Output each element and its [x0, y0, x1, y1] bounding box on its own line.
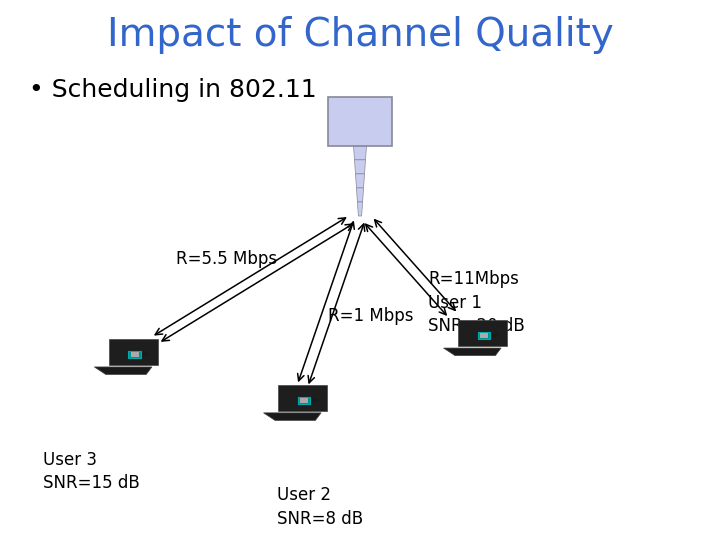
FancyBboxPatch shape: [130, 352, 139, 357]
FancyArrow shape: [492, 333, 499, 338]
FancyBboxPatch shape: [477, 332, 490, 339]
Polygon shape: [94, 367, 152, 375]
FancyBboxPatch shape: [128, 351, 141, 358]
FancyBboxPatch shape: [328, 97, 392, 146]
Text: R=11Mbps
User 1
SNR=20 dB: R=11Mbps User 1 SNR=20 dB: [428, 270, 525, 335]
Text: R=1 Mbps: R=1 Mbps: [328, 307, 413, 325]
FancyBboxPatch shape: [300, 398, 308, 403]
FancyBboxPatch shape: [297, 397, 310, 404]
Polygon shape: [458, 320, 507, 346]
Polygon shape: [354, 146, 366, 160]
Polygon shape: [356, 174, 364, 188]
Polygon shape: [109, 339, 158, 365]
FancyArrow shape: [312, 398, 319, 402]
Polygon shape: [278, 385, 327, 411]
Text: R=5.5 Mbps: R=5.5 Mbps: [176, 250, 277, 268]
Polygon shape: [356, 188, 364, 202]
Polygon shape: [444, 348, 501, 356]
Text: Impact of Channel Quality: Impact of Channel Quality: [107, 16, 613, 54]
Polygon shape: [264, 413, 321, 421]
FancyBboxPatch shape: [480, 333, 488, 338]
Text: User 3
SNR=15 dB: User 3 SNR=15 dB: [43, 451, 140, 492]
Text: User 2
SNR=8 dB: User 2 SNR=8 dB: [277, 486, 364, 528]
FancyArrow shape: [143, 352, 150, 356]
Text: • Scheduling in 802.11: • Scheduling in 802.11: [29, 78, 316, 102]
Polygon shape: [357, 202, 363, 216]
Polygon shape: [354, 160, 366, 174]
